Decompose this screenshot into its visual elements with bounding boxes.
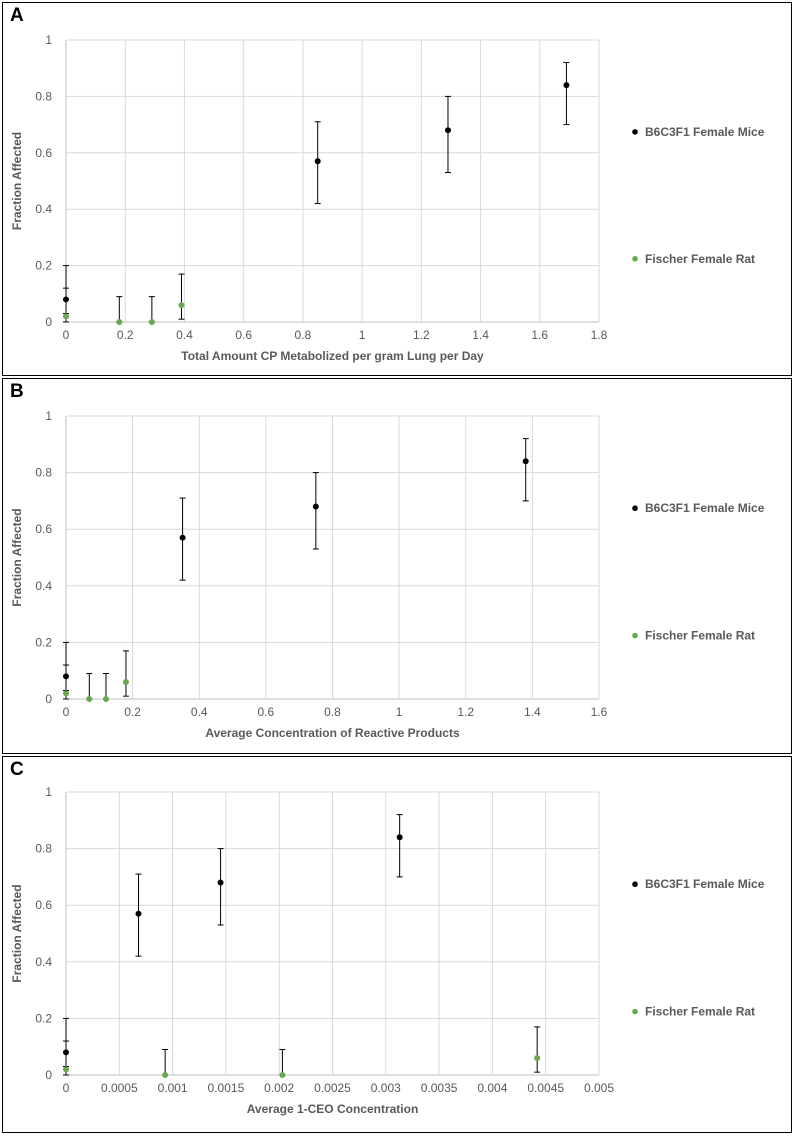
- x-tick-label: 0: [63, 1081, 70, 1095]
- y-tick-label: 1: [45, 33, 52, 47]
- x-tick-label: 1.4: [472, 328, 489, 342]
- x-tick-label: 0.2: [117, 328, 134, 342]
- x-tick-label: 0.2: [124, 705, 141, 719]
- y-tick-label: 0: [45, 692, 52, 706]
- data-point-rat: [178, 302, 185, 309]
- legend-marker-mice: [632, 505, 638, 512]
- data-point-mice: [179, 534, 186, 541]
- y-tick-label: 0.2: [35, 635, 52, 649]
- chart-svg: 0 0.2 0.4 0.6 0.8 1 1.2 1.4 1.6 1.8 0 0.2 0.4 0.6 0.8 1…: [10, 33, 765, 363]
- legend-marker-rat: [632, 632, 638, 639]
- y-tick-label: 0.4: [35, 202, 52, 216]
- x-tick-label: 0: [63, 705, 70, 719]
- legend-label-mice: B6C3F1 Female Mice: [645, 501, 765, 515]
- y-tick-label: 0.8: [35, 842, 52, 856]
- y-axis-title: Fraction Affected: [10, 884, 24, 982]
- legend-label-rat: Fischer Female Rat: [645, 629, 755, 643]
- x-tick-label: 0.0035: [421, 1081, 458, 1095]
- x-tick-label: 0: [63, 328, 70, 342]
- data-point-rat: [63, 690, 69, 697]
- x-tick-label: 1.4: [524, 705, 541, 719]
- y-tick-label: 0: [45, 1068, 52, 1082]
- x-tick-label: 0.0015: [208, 1081, 245, 1095]
- legend-label-mice: B6C3F1 Female Mice: [645, 125, 765, 139]
- data-point-mice: [312, 503, 319, 510]
- y-tick-label: 1: [45, 409, 52, 423]
- x-tick-label: 0.003: [371, 1081, 401, 1095]
- data-point-rat: [63, 313, 69, 320]
- panel-label: A: [10, 5, 24, 26]
- x-tick-label: 0.0045: [527, 1081, 564, 1095]
- y-axis-title: Fraction Affected: [10, 508, 24, 606]
- legend-marker-rat: [632, 255, 638, 262]
- panel-label: C: [10, 759, 24, 780]
- data-point-rat: [63, 1066, 69, 1073]
- y-tick-label: 0.8: [35, 89, 52, 103]
- data-point-rat: [279, 1072, 286, 1078]
- x-tick-label: 0.4: [191, 705, 208, 719]
- data-point-mice: [396, 834, 403, 841]
- legend-label-mice: B6C3F1 Female Mice: [645, 877, 765, 891]
- x-tick-label: 1.2: [457, 705, 474, 719]
- legend-label-rat: Fischer Female Rat: [645, 252, 755, 266]
- data-point-mice: [522, 458, 529, 465]
- y-tick-label: 0.6: [35, 522, 52, 536]
- x-tick-label: 1.6: [591, 705, 608, 719]
- y-tick-label: 0.6: [35, 146, 52, 160]
- data-point-mice: [444, 127, 451, 134]
- legend-marker-mice: [632, 129, 638, 135]
- y-tick-label: 0.8: [35, 466, 52, 480]
- y-tick-label: 0: [45, 315, 52, 329]
- legend-marker-rat: [632, 1008, 638, 1015]
- x-tick-label: 0.002: [264, 1081, 294, 1095]
- chart-svg: 0 0.0005 0.001 0.0015 0.002 0.0025 0.003 0.0035…: [10, 785, 765, 1116]
- data-point-rat: [148, 319, 155, 325]
- data-point-rat: [122, 679, 129, 686]
- chart-svg: 0 0.2 0.4 0.6 0.8 1 1.2 1.4 1.6 0 0.2 0.4 0.6 0.8 1 Ave…: [10, 409, 765, 740]
- data-point-rat: [534, 1055, 541, 1062]
- x-tick-label: 0.0005: [101, 1081, 138, 1095]
- x-axis-title: Average 1-CEO Concentration: [247, 1102, 419, 1116]
- legend-marker-mice: [632, 881, 638, 888]
- x-tick-label: 0.0025: [314, 1081, 351, 1095]
- x-tick-label: 0.004: [477, 1081, 507, 1095]
- x-tick-label: 0.6: [258, 705, 275, 719]
- y-tick-label: 0.2: [35, 1011, 52, 1025]
- data-point-mice: [217, 879, 224, 886]
- data-point-rat: [86, 696, 93, 702]
- y-axis-title: Fraction Affected: [10, 132, 24, 230]
- x-tick-label: 1.6: [531, 328, 548, 342]
- y-tick-label: 0.4: [35, 579, 52, 593]
- legend-label-rat: Fischer Female Rat: [645, 1005, 755, 1019]
- data-point-mice: [314, 158, 321, 165]
- x-tick-label: 1.2: [413, 328, 430, 342]
- x-axis-title: Total Amount CP Metabolized per gram Lun…: [181, 349, 484, 363]
- x-tick-label: 0.001: [158, 1081, 188, 1095]
- x-tick-label: 0.8: [295, 328, 312, 342]
- y-tick-label: 1: [45, 785, 52, 799]
- y-tick-label: 0.4: [35, 955, 52, 969]
- y-tick-label: 0.2: [35, 259, 52, 273]
- x-axis-title: Average Concentration of Reactive Produc…: [205, 726, 460, 740]
- x-tick-label: 1: [396, 705, 403, 719]
- x-tick-label: 0.6: [235, 328, 252, 342]
- chart-panel-b: B 0 0.2 0.4 0.6 0.8 1 1.2 1.4 1.6 0 0.2 0.4 0.6 0.8 1 A…: [2, 378, 792, 754]
- data-point-rat: [116, 319, 123, 325]
- panel-label: B: [10, 381, 24, 402]
- x-tick-label: 1.8: [591, 328, 608, 342]
- chart-panel-a: A 0 0.2 0.4 0.6 0.8 1 1.2 1.4 1.6 1.8 0 0.2 0.4 0.6 0.…: [2, 2, 792, 376]
- x-tick-label: 0.005: [584, 1081, 614, 1095]
- x-tick-label: 1: [359, 328, 366, 342]
- data-point-rat: [102, 696, 109, 702]
- y-tick-label: 0.6: [35, 898, 52, 912]
- x-tick-label: 0.4: [176, 328, 193, 342]
- x-tick-label: 0.8: [324, 705, 341, 719]
- data-point-mice: [563, 82, 570, 89]
- data-point-rat: [162, 1072, 169, 1078]
- chart-panel-c: C 0 0.0005 0.001 0.0015 0.002 0.0025 0.003 0.00…: [2, 756, 792, 1133]
- data-point-mice: [135, 910, 142, 917]
